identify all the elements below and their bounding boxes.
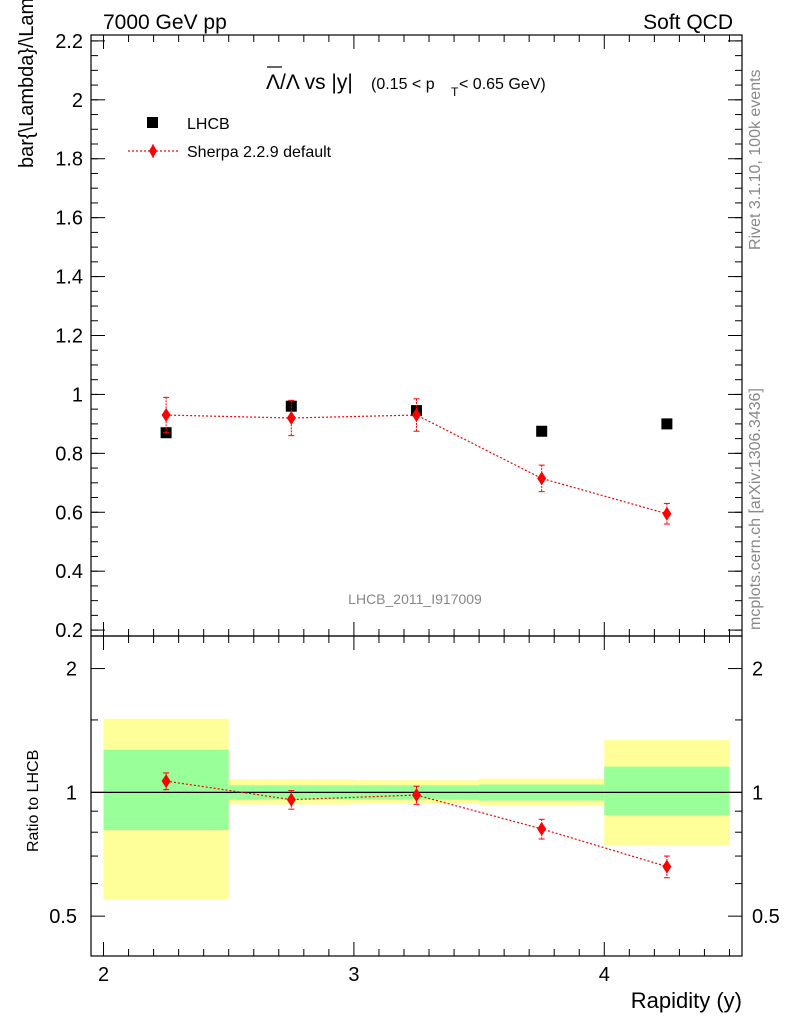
sherpa-ratio-point-2 (412, 788, 421, 803)
title-cut-prefix: (0.15 < p (371, 76, 435, 93)
ratio-xtick-label-2: 4 (599, 964, 610, 986)
title-cut-suffix: < 0.65 GeV) (459, 76, 546, 93)
legend-marker-lhcb (147, 117, 158, 128)
ratio-panel (91, 718, 742, 900)
main-ytick-label-0: 0.2 (55, 620, 83, 642)
main-ytick-label-7: 1.6 (55, 208, 83, 230)
sherpa-ratio-point-1 (286, 792, 296, 807)
ratio-ytick-label-right-1: 1 (752, 782, 763, 804)
main-ytick-label-4: 1 (72, 384, 83, 406)
ratio-ytick-label-left-0: 0.5 (49, 906, 77, 928)
main-ylabel: bar{\Lambda}/\Lambda (16, 0, 38, 168)
title-cut-subscript: T (451, 85, 459, 99)
sherpa-ratio-point-3 (537, 821, 547, 836)
header-left: 7000 GeV pp (103, 11, 227, 34)
sherpa-main-point-1 (286, 410, 296, 425)
header-right: Soft QCD (643, 11, 733, 34)
rivet-version-label: Rivet 3.1.10, 100k events (747, 69, 764, 250)
sherpa-main-point-0 (161, 408, 171, 423)
ratio-ytick-label-left-2: 2 (66, 659, 77, 681)
sherpa-ratio-point-0 (161, 774, 171, 789)
legend: LHCB Sherpa 2.2.9 default (128, 116, 332, 161)
main-ytick-label-9: 2 (72, 90, 83, 112)
main-plot-title: Λ/Λ vs |y| (0.15 < p T < 0.65 GeV) (266, 66, 546, 99)
sherpa-main-point-4 (662, 506, 672, 521)
ratio-band-green-4 (604, 766, 730, 816)
analysis-watermark: LHCB_2011_I917009 (348, 591, 482, 607)
main-ytick-label-2: 0.6 (55, 502, 83, 524)
legend-label-sherpa: Sherpa 2.2.9 default (187, 144, 332, 161)
sherpa-main-point-3 (537, 471, 547, 486)
ratio-ylabel: Ratio to LHCB (25, 750, 42, 852)
ratio-ytick-label-right-0: 0.5 (752, 906, 780, 928)
main-ytick-label-3: 0.8 (55, 443, 83, 465)
lhcb-point-1 (285, 400, 297, 412)
main-ytick-label-5: 1.2 (55, 326, 83, 348)
lhcb-point-3 (536, 425, 548, 437)
axis-ticks: 0.2 0.4 0.6 0.8 1 1.2 1.4 1.6 1.8 2 2.2 2 3 4 0.5 0.5 1 1… (49, 31, 780, 986)
sherpa-main-point-2 (412, 408, 421, 423)
lhcb-point-4 (661, 418, 673, 430)
main-ytick-label-1: 0.4 (55, 561, 83, 583)
ratio-xtick-label-1: 3 (348, 964, 359, 986)
legend-label-lhcb: LHCB (187, 116, 230, 133)
axis-labels: bar{\Lambda}/\Lambda Ratio to LHCB Rapidit… (16, 0, 742, 1013)
main-ytick-label-10: 2.2 (55, 31, 83, 53)
main-ytick-label-6: 1.4 (55, 267, 83, 289)
data-marks (160, 396, 673, 879)
mcplots-label: mcplots.cern.ch [arXiv:1306.3436] (747, 388, 764, 630)
sherpa-ratio-line (166, 780, 668, 868)
ratio-ytick-label-left-1: 1 (66, 782, 77, 804)
sherpa-ratio-point-4 (662, 859, 672, 874)
main-ytick-label-8: 1.8 (55, 149, 83, 171)
legend-marker-sherpa (149, 144, 157, 158)
ratio-ytick-label-right-2: 2 (752, 659, 763, 681)
ratio-xtick-label-0: 2 (98, 964, 109, 986)
ratio-frame (90, 635, 743, 957)
title-main: Λ/Λ vs |y| (266, 71, 353, 94)
ratio-xlabel: Rapidity (y) (631, 988, 742, 1013)
